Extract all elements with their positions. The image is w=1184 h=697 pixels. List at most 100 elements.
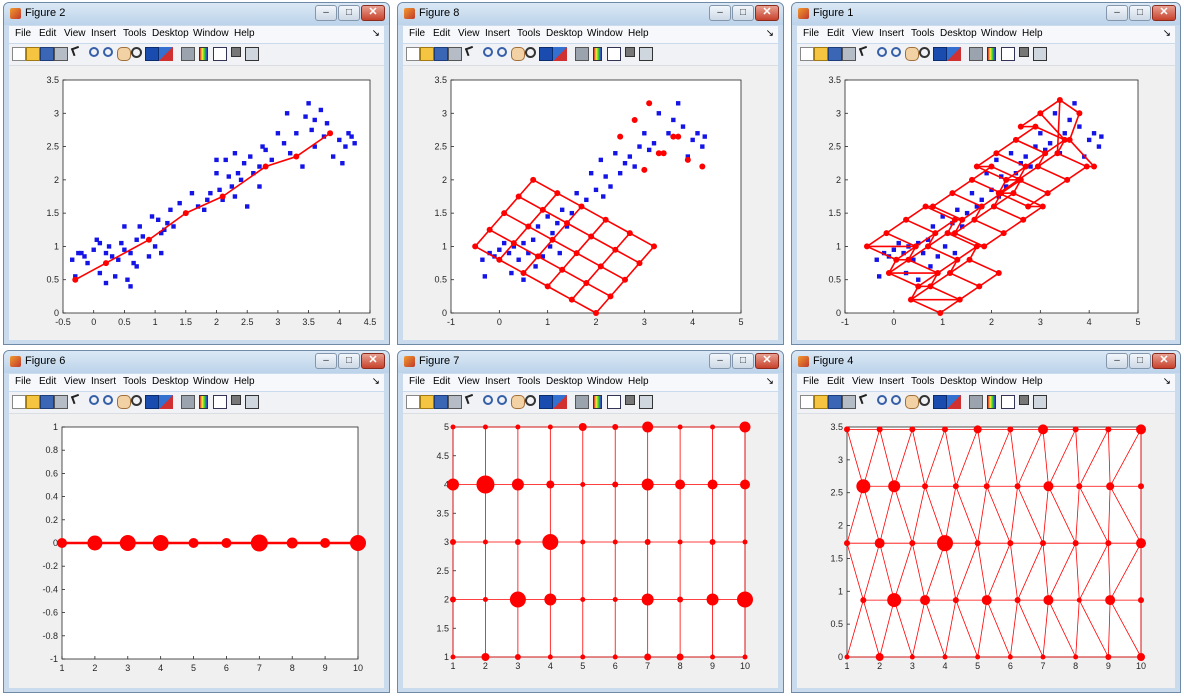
data-cursor-icon[interactable]	[539, 395, 553, 409]
link-plot-icon[interactable]	[575, 395, 589, 409]
dock-arrow-icon[interactable]: ↘	[1162, 376, 1171, 387]
open-file-icon[interactable]	[814, 395, 828, 409]
new-figure-icon[interactable]	[406, 395, 420, 409]
hide-plot-tools-icon[interactable]	[1019, 47, 1029, 57]
print-icon[interactable]	[842, 395, 856, 409]
menu-help[interactable]: Help	[234, 376, 255, 387]
hide-plot-tools-icon[interactable]	[231, 395, 241, 405]
menu-help[interactable]: Help	[1022, 28, 1043, 39]
link-plot-icon[interactable]	[181, 395, 195, 409]
menu-desktop[interactable]: Desktop	[152, 28, 189, 39]
link-plot-icon[interactable]	[969, 395, 983, 409]
hide-plot-tools-icon[interactable]	[231, 47, 241, 57]
print-icon[interactable]	[448, 47, 462, 61]
menu-window[interactable]: Window	[981, 28, 1017, 39]
minimize-button[interactable]: –	[709, 5, 731, 21]
pan-icon[interactable]	[511, 395, 525, 409]
colorbar-icon[interactable]	[987, 47, 996, 61]
save-icon[interactable]	[434, 395, 448, 409]
pointer-icon[interactable]	[464, 393, 476, 405]
hide-plot-tools-icon[interactable]	[625, 395, 635, 405]
menu-help[interactable]: Help	[1022, 376, 1043, 387]
show-plot-tools-icon[interactable]	[639, 395, 653, 409]
zoom-out-icon[interactable]	[497, 47, 507, 57]
menu-insert[interactable]: Insert	[485, 28, 511, 39]
menu-tools[interactable]: Tools	[517, 376, 541, 387]
menu-insert[interactable]: Insert	[879, 376, 905, 387]
zoom-in-icon[interactable]	[483, 47, 493, 57]
title-bar[interactable]: Figure 7 – □ ✕	[398, 351, 783, 373]
figure-canvas[interactable]: -0.5 0 0.5 1 1.5 2 2.5 3 3.5 4 4.5 0 0.5 1 1.5 2 2.5 3 3.5	[9, 66, 384, 340]
new-figure-icon[interactable]	[800, 395, 814, 409]
plot-axes[interactable]: -1 0 1 2 3 4 500.511.522.533.5	[403, 66, 780, 342]
close-button[interactable]: ✕	[361, 353, 385, 369]
show-plot-tools-icon[interactable]	[639, 47, 653, 61]
menu-help[interactable]: Help	[628, 28, 649, 39]
menu-insert[interactable]: Insert	[879, 28, 905, 39]
pointer-icon[interactable]	[858, 45, 870, 57]
figure-canvas[interactable]: -1 0 1 2 3 4 5 0 0.5 1 1.5 2 2.5 3 3.5	[403, 66, 778, 340]
plot-axes[interactable]: 1 2 3 4 5 6 7 8 9 10 1 1.5 2 2.5 3 3.5 4 4.5 5	[403, 414, 780, 690]
rotate-3d-icon[interactable]	[919, 395, 930, 406]
maximize-button[interactable]: □	[732, 5, 754, 21]
open-file-icon[interactable]	[814, 47, 828, 61]
pointer-icon[interactable]	[70, 393, 82, 405]
rotate-3d-icon[interactable]	[919, 47, 930, 58]
maximize-button[interactable]: □	[338, 5, 360, 21]
pan-icon[interactable]	[117, 395, 131, 409]
dock-arrow-icon[interactable]: ↘	[765, 28, 774, 39]
new-figure-icon[interactable]	[12, 395, 26, 409]
data-cursor-icon[interactable]	[933, 47, 947, 61]
menu-file[interactable]: File	[15, 376, 32, 387]
plot-axes[interactable]: -0.5 0 0.5 1 1.5 2 2.5 3 3.5 4 4.500.511.522.533.5	[9, 66, 386, 342]
zoom-out-icon[interactable]	[891, 47, 901, 57]
rotate-3d-icon[interactable]	[525, 395, 536, 406]
dock-arrow-icon[interactable]: ↘	[371, 376, 380, 387]
menu-help[interactable]: Help	[234, 28, 255, 39]
link-plot-icon[interactable]	[181, 47, 195, 61]
show-plot-tools-icon[interactable]	[245, 47, 259, 61]
new-figure-icon[interactable]	[12, 47, 26, 61]
figure-canvas[interactable]: -1 0 1 2 3 4 5 0 0.5 1 1.5 2 2.5 3 3.5	[797, 66, 1175, 340]
menu-tools[interactable]: Tools	[123, 28, 147, 39]
plot-axes[interactable]: -1 0 1 2 3 4 500.511.522.533.5	[797, 66, 1177, 342]
menu-window[interactable]: Window	[981, 376, 1017, 387]
zoom-in-icon[interactable]	[877, 395, 887, 405]
print-icon[interactable]	[448, 395, 462, 409]
save-icon[interactable]	[40, 47, 54, 61]
menu-edit[interactable]: Edit	[39, 28, 57, 39]
brush-icon[interactable]	[553, 395, 567, 409]
menu-insert[interactable]: Insert	[91, 28, 117, 39]
maximize-button[interactable]: □	[1129, 353, 1151, 369]
menu-tools[interactable]: Tools	[123, 376, 147, 387]
save-icon[interactable]	[40, 395, 54, 409]
zoom-in-icon[interactable]	[89, 47, 99, 57]
open-file-icon[interactable]	[26, 47, 40, 61]
pan-icon[interactable]	[117, 47, 131, 61]
zoom-in-icon[interactable]	[877, 47, 887, 57]
menu-desktop[interactable]: Desktop	[152, 376, 189, 387]
data-cursor-icon[interactable]	[933, 395, 947, 409]
figure-canvas[interactable]: 1 2 3 4 5 6 7 8 9 10 0 0.5 1 1.5 2 2.5 3 3.5	[797, 414, 1175, 688]
menu-desktop[interactable]: Desktop	[546, 28, 583, 39]
menu-file[interactable]: File	[409, 28, 426, 39]
menu-tools[interactable]: Tools	[911, 376, 935, 387]
new-figure-icon[interactable]	[800, 47, 814, 61]
menu-edit[interactable]: Edit	[433, 376, 451, 387]
brush-icon[interactable]	[947, 47, 961, 61]
menu-insert[interactable]: Insert	[485, 376, 511, 387]
zoom-out-icon[interactable]	[891, 395, 901, 405]
link-plot-icon[interactable]	[969, 47, 983, 61]
title-bar[interactable]: Figure 4 – □ ✕	[792, 351, 1180, 373]
open-file-icon[interactable]	[420, 47, 434, 61]
maximize-button[interactable]: □	[338, 353, 360, 369]
title-bar[interactable]: Figure 6 – □ ✕	[4, 351, 389, 373]
colorbar-icon[interactable]	[199, 47, 208, 61]
maximize-button[interactable]: □	[732, 353, 754, 369]
close-button[interactable]: ✕	[755, 353, 779, 369]
open-file-icon[interactable]	[26, 395, 40, 409]
menu-view[interactable]: View	[852, 376, 874, 387]
menu-file[interactable]: File	[15, 28, 32, 39]
title-bar[interactable]: Figure 2 – □ ✕	[4, 3, 389, 25]
save-icon[interactable]	[828, 47, 842, 61]
